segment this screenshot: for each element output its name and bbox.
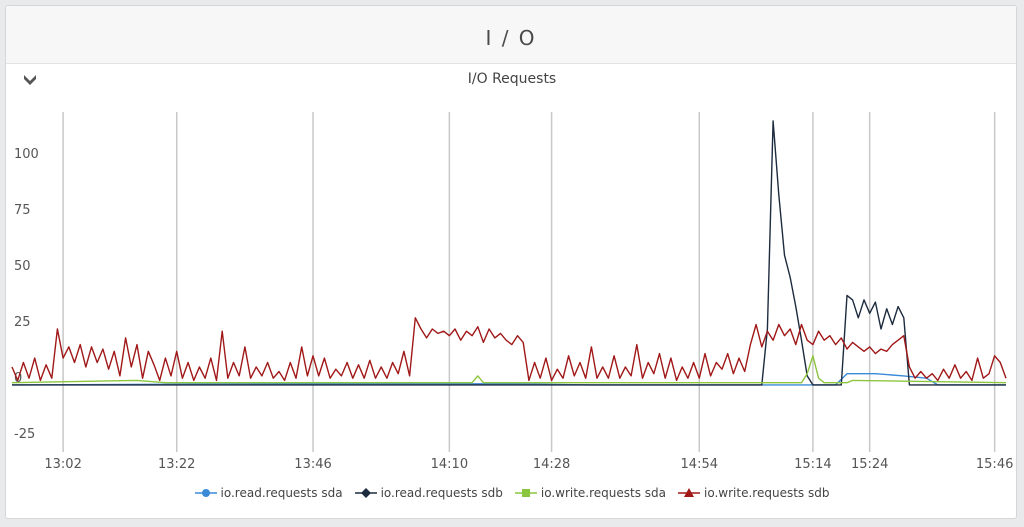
x-grid [63, 112, 995, 452]
x-tick-label: 15:14 [794, 457, 831, 472]
legend-item[interactable]: io.write.requests sda [515, 486, 666, 500]
legend-item[interactable]: io.read.requests sda [195, 486, 343, 500]
x-tick-label: 13:02 [44, 457, 81, 472]
x-tick-label: 13:22 [158, 457, 195, 472]
x-tick-label: 15:24 [851, 457, 888, 472]
legend-marker-icon [515, 487, 537, 499]
x-axis: 13:02 13:22 13:46 14:10 14:28 14:54 15:14 15:24… [44, 457, 1013, 472]
y-tick-label: 100 [14, 147, 39, 162]
y-tick-label: 25 [14, 315, 31, 330]
legend-marker-icon [678, 487, 700, 499]
legend-label: io.write.requests sda [541, 486, 666, 500]
legend-label: io.read.requests sda [221, 486, 343, 500]
legend-marker-icon [195, 487, 217, 499]
legend-item[interactable]: io.read.requests sdb [355, 486, 503, 500]
x-tick-label: 14:54 [681, 457, 718, 472]
legend: io.read.requests sda io.read.requests sdb… [0, 486, 1024, 502]
y-tick-label: 75 [14, 203, 31, 218]
y-tick-label: -25 [14, 427, 35, 442]
legend-marker-icon [355, 487, 377, 499]
series-line-3 [12, 318, 1006, 381]
x-tick-label: 14:10 [431, 457, 468, 472]
x-tick-label: 15:46 [976, 457, 1013, 472]
series-line-2 [12, 356, 1006, 383]
legend-label: io.read.requests sdb [381, 486, 503, 500]
series-lines [12, 121, 1006, 385]
x-tick-label: 14:28 [533, 457, 570, 472]
y-tick-label: 50 [14, 259, 31, 274]
legend-item[interactable]: io.write.requests sdb [678, 486, 829, 500]
legend-label: io.write.requests sdb [704, 486, 829, 500]
x-tick-label: 13:46 [294, 457, 331, 472]
